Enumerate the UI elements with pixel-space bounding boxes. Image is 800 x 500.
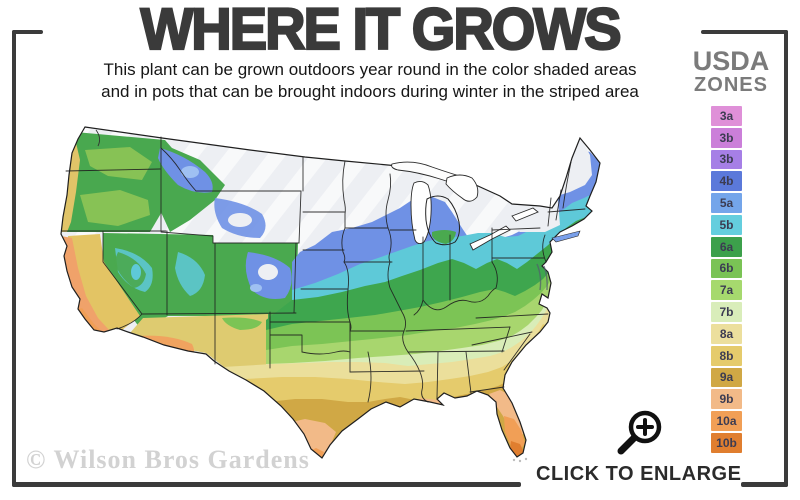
legend-zone-8b: 8b xyxy=(711,345,742,366)
frame-bottom-left xyxy=(12,482,521,487)
watermark: © Wilson Bros Gardens xyxy=(26,445,310,474)
legend-zone-5a: 5a xyxy=(711,193,742,213)
legend-zone-4b: 4b xyxy=(711,171,742,192)
legend-zone-7a: 7a xyxy=(711,280,742,301)
legend-zone-3b: 3b xyxy=(711,127,742,148)
usda-zones-map[interactable] xyxy=(55,112,675,472)
legend-zone-6b: 6b xyxy=(711,258,742,279)
frame-left xyxy=(12,30,16,487)
frame-right xyxy=(784,30,788,487)
legend-zone-10b: 10b xyxy=(711,432,742,453)
frame-top-left xyxy=(12,30,43,34)
legend-title-usda: USDA xyxy=(692,46,770,76)
legend-zone-9a: 9a xyxy=(711,367,742,388)
subtitle-line-2: and in pots that can be brought indoors … xyxy=(101,82,639,101)
legend-zone-3a: 3a xyxy=(711,106,742,126)
legend-zone-9b: 9b xyxy=(711,389,742,410)
legend-zone-7b: 7b xyxy=(711,302,742,322)
legend-zone-6a: 6a xyxy=(711,236,742,257)
legend-zone-8a: 8a xyxy=(711,323,742,344)
page-title: WHERE IT GROWS xyxy=(139,0,622,62)
legend-zone-10a: 10a xyxy=(711,411,742,431)
legend-zone-3b: 3b xyxy=(711,149,742,170)
legend-title-zones: ZONES xyxy=(694,74,768,96)
us-map-graphic xyxy=(60,126,601,463)
usda-zones-legend: 3a 3b 3b 4b 5a 5b 6a 6b 7a 7b 8a 8b 9a 9b 10a 10b xyxy=(711,106,743,453)
subtitle-line-1: This plant can be grown outdoors year ro… xyxy=(103,60,637,79)
frame-bottom-right xyxy=(741,482,788,487)
click-to-enlarge-label[interactable]: CLICK TO ENLARGE xyxy=(536,463,742,485)
frame-top-right xyxy=(701,30,788,34)
great-lakes xyxy=(391,161,539,251)
legend-zone-5b: 5b xyxy=(711,214,742,235)
magnifier-plus-icon[interactable] xyxy=(612,403,674,461)
state-borders xyxy=(61,136,586,403)
